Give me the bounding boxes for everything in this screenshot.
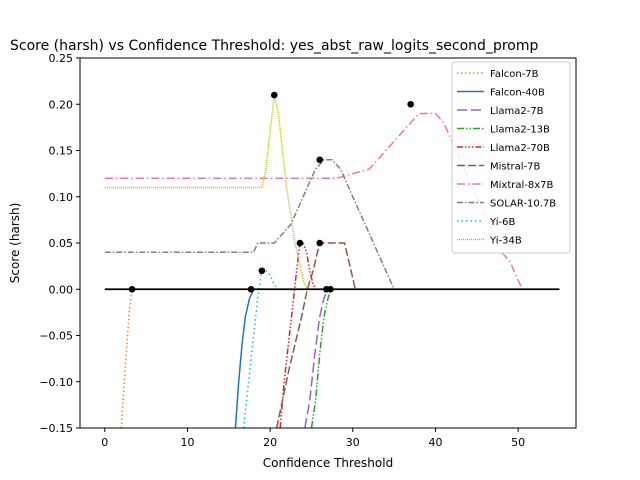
- y-tick-label: −0.10: [39, 376, 73, 389]
- max-point-marker: [316, 156, 324, 164]
- series-line-mistral-7b: [275, 242, 560, 428]
- series-line-falcon-40b: [234, 288, 560, 428]
- y-tick-label: −0.15: [39, 422, 73, 435]
- y-tick-label: 0.25: [49, 52, 74, 65]
- chart-title: Score (harsh) vs Confidence Threshold: y…: [10, 38, 538, 54]
- series-line-llama2-13b: [310, 288, 560, 428]
- series-line-yi-34b: [104, 94, 560, 291]
- max-point-marker: [296, 239, 304, 247]
- x-tick-label: 10: [180, 436, 194, 449]
- legend-label: Llama2-70B: [490, 143, 550, 154]
- max-point-marker: [316, 239, 324, 247]
- x-tick-label: 50: [511, 436, 525, 449]
- x-tick-label: 40: [428, 436, 442, 449]
- legend-label: Yi-34B: [489, 236, 522, 247]
- y-axis-label: Score (harsh): [8, 203, 22, 284]
- x-tick-label: 20: [263, 436, 277, 449]
- series-line-yi-6b: [242, 270, 560, 428]
- x-axis-label: Confidence Threshold: [263, 456, 393, 470]
- max-point-marker: [327, 285, 334, 293]
- max-point-marker: [258, 267, 266, 275]
- series-line-falcon-7b: [120, 288, 560, 428]
- y-tick-label: 0.15: [49, 145, 74, 158]
- legend-label: Llama2-7B: [490, 106, 544, 117]
- legend-label: SOLAR-10.7B: [490, 199, 556, 210]
- max-point-marker: [270, 91, 278, 99]
- max-point-marker: [247, 285, 255, 293]
- series-line-llama2-7b: [304, 288, 560, 428]
- legend-label: Yi-6B: [489, 217, 516, 228]
- legend-box: [451, 61, 571, 254]
- max-point-marker: [128, 285, 136, 293]
- legend-label: Falcon-7B: [490, 69, 539, 80]
- x-tick-label: 0: [101, 436, 108, 449]
- legend-label: Mistral-7B: [490, 162, 541, 173]
- legend-label: Mixtral-8x7B: [490, 180, 554, 191]
- y-tick-label: 0.00: [49, 283, 74, 296]
- y-tick-label: −0.05: [39, 330, 73, 343]
- series-line-mixtral-8x7b: [104, 112, 560, 291]
- legend-label: Llama2-13B: [490, 125, 550, 136]
- y-tick-label: 0.10: [49, 191, 74, 204]
- series-line-llama2-70b: [279, 242, 560, 428]
- y-tick-label: 0.20: [49, 98, 74, 111]
- x-tick-label: 30: [346, 436, 360, 449]
- max-point-marker: [407, 100, 414, 108]
- series-line-solar-10-7b: [104, 159, 560, 291]
- y-tick-label: 0.05: [49, 237, 74, 250]
- legend-label: Falcon-40B: [490, 88, 545, 99]
- legend: Falcon-7B Falcon-40B Llama2-7B Llama2-13B Ll…: [451, 61, 571, 254]
